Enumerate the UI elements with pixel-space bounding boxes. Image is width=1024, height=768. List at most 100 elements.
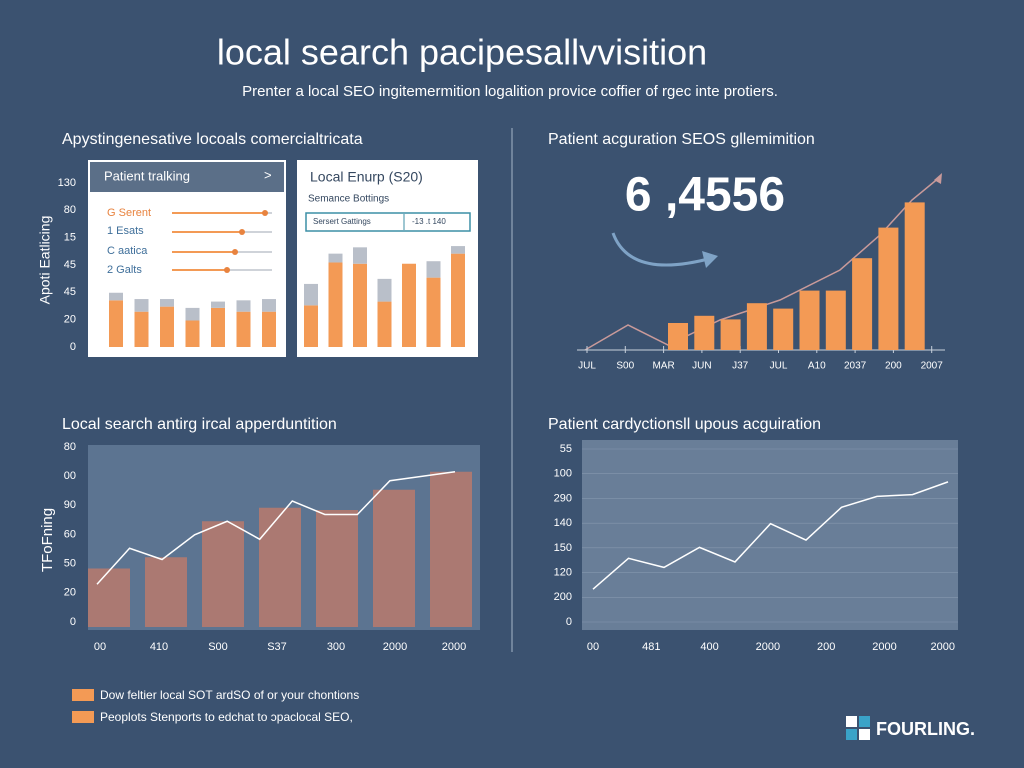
x-tick-label: 00 [94,641,106,653]
bar [773,308,794,350]
bar [825,290,846,350]
y-axis-label: Apoti Eatlicing [37,216,53,305]
row-label: G Serent [107,207,151,219]
bar [799,290,820,350]
x-tick-label: 00 [587,641,599,653]
slider-knob[interactable] [262,210,268,216]
y-tick-label: 90 [64,499,76,511]
y-tick-label: 00 [64,470,76,482]
panel-title: Local Enurp (S20) [310,169,423,185]
x-tick-label: 2000 [756,641,780,653]
bar [878,227,899,350]
search-box[interactable] [305,212,471,232]
bar-segment [262,311,276,347]
bar [746,303,767,350]
bar [852,258,873,350]
y-tick-label: 15 [64,232,76,244]
legend-text: Peoplots Stenports to edchat to ɔpacloca… [100,710,353,724]
bar-segment [377,278,392,302]
search-text: Sersert Gattings [313,217,371,226]
bar-segment [160,306,174,347]
bar-segment [160,299,174,307]
y-tick-label: 20 [64,587,76,599]
slider-knob[interactable] [232,249,238,255]
y-tick-label: 20 [64,314,76,326]
y-tick-label: 120 [554,566,572,578]
bar-segment [304,305,318,347]
page-subtitle: Prenter a local SEO ingitemermition loga… [242,83,778,100]
x-tick-label: 2000 [383,641,407,653]
x-tick-label: 200 [885,361,902,372]
y-tick-label: 140 [554,517,572,529]
legend-text: Dow feltier local SOT ardSO of or your c… [100,688,359,702]
bar-segment [353,247,367,264]
y-axis-label: TFoFning [39,508,56,572]
y-tick-label: 80 [64,441,76,453]
bar-segment [262,299,276,312]
panel-title: Patient tralking [104,168,190,183]
bar [202,521,244,627]
trend-arrow-head [934,173,942,184]
bar-segment [426,277,441,347]
x-tick-label: 481 [642,641,660,653]
bar [904,202,925,350]
slider-knob[interactable] [239,229,245,235]
x-tick-label: 410 [150,641,168,653]
bar [694,315,715,350]
x-tick-label: 2000 [872,641,896,653]
x-tick-label: 2007 [921,361,944,372]
bar-segment [109,292,123,301]
y-tick-label: 200 [554,591,572,603]
chevron[interactable]: > [264,167,272,182]
data-line [96,471,456,585]
x-tick-label: JUL [770,361,788,372]
bar-segment [377,301,392,347]
y-tick-label: 100 [554,468,572,480]
bar-segment [353,263,367,347]
bar-segment [236,300,251,312]
bar-segment [134,299,149,312]
bar [88,568,130,627]
x-tick-label: 200 [817,641,835,653]
panel-subtitle: Semance Bottings [308,194,389,205]
x-tick-label: JUN [692,361,711,372]
x-tick-label: J37 [732,361,749,372]
logo-text: FOURLING. [876,719,975,739]
x-tick-label: JUL [578,361,596,372]
panel-header [90,162,284,192]
logo-square [846,729,857,740]
slider-knob[interactable] [224,267,230,273]
y-tick-label: 45 [64,286,76,298]
x-tick-label: 2000 [442,641,466,653]
y-tick-label: 0 [70,341,76,353]
y-tick-label: 150 [554,542,572,554]
bar-segment [211,307,225,347]
logo-square [859,716,870,727]
x-tick-label: 300 [327,641,345,653]
arrow-head [702,251,718,268]
data-line [592,481,949,590]
x-tick-label: A10 [808,361,826,372]
chart-title: Patient acguration SEOS gllemimition [548,131,815,148]
x-tick-label: 2000 [931,641,955,653]
y-tick-label: 80 [64,204,76,216]
bar [373,489,415,627]
y-tick-label: 130 [58,177,76,189]
y-tick-label: 55 [560,443,572,455]
chart-title: Apystingenesative locoals comercialtrica… [62,131,363,148]
y-tick-label: 0 [566,616,572,628]
bar-segment [451,253,465,347]
y-tick-label: 45 [64,259,76,271]
plot-area [582,440,958,630]
row-label: C aatica [107,245,148,257]
bar-segment [185,307,200,321]
y-tick-label: 50 [64,558,76,570]
bar-segment [328,253,343,263]
row-label: 1 Esats [107,225,144,237]
x-tick-label: S37 [267,641,287,653]
headline-number: 6 ,4556 [625,169,785,222]
bar [668,323,688,350]
bar-segment [185,320,200,347]
bar-segment [328,262,343,347]
x-tick-label: S00 [208,641,228,653]
